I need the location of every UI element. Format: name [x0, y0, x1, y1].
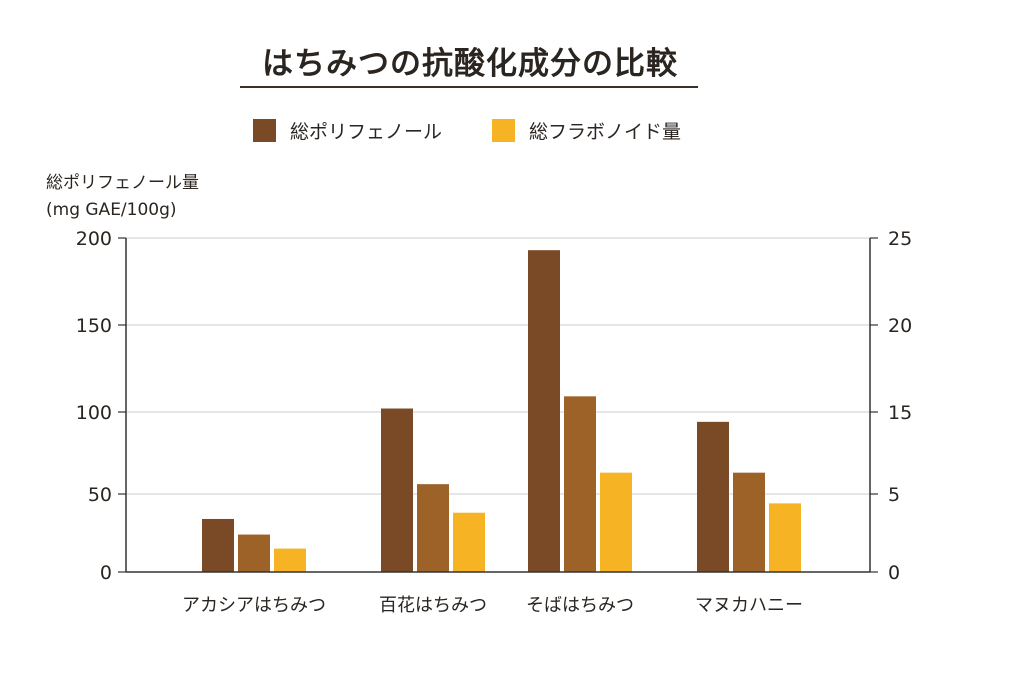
bar-2: [733, 472, 765, 572]
y-right-tick-label: 15: [888, 402, 912, 424]
y-left-tick-label: 200: [76, 228, 112, 250]
legend-swatch-flavonoid: [492, 119, 516, 142]
y-right-tick-label: 0: [888, 562, 900, 584]
bar-1: [528, 250, 560, 572]
legend-item-flavonoid: 総フラボノイド量: [492, 117, 681, 144]
y-axis-label-line1: 総ポリフェノール量: [46, 173, 199, 193]
y-left-tick-label: 0: [100, 562, 112, 584]
legend: 総ポリフェノール 総フラボノイド量: [253, 117, 731, 144]
y-axis-label-line2: (mg GAE/100g): [46, 200, 177, 220]
bar-3: [769, 503, 801, 572]
bar-1: [381, 408, 413, 572]
y-right-tick-label: 25: [888, 228, 912, 250]
bar-1: [697, 421, 729, 572]
x-tick-label: 百花はちみつ: [379, 595, 487, 616]
bar-1: [202, 518, 234, 572]
y-left-tick-label: 100: [76, 402, 112, 424]
y-axis-label: 総ポリフェノール量 (mg GAE/100g): [46, 170, 199, 224]
y-left-tick-label: 150: [76, 315, 112, 337]
bar-2: [238, 534, 270, 572]
bar-2: [417, 484, 449, 572]
y-left-tick-label: 50: [88, 484, 112, 506]
bar-2: [564, 396, 596, 572]
x-tick-label: アカシアはちみつ: [182, 595, 326, 616]
legend-label-flavonoid: 総フラボノイド量: [529, 121, 682, 143]
bar-3: [274, 548, 306, 572]
chart-title: はちみつの抗酸化成分の比較: [262, 46, 678, 82]
bar-3: [600, 472, 632, 572]
y-right-tick-label: 5: [888, 484, 900, 506]
legend-item-polyphenol: 総ポリフェノール: [253, 117, 442, 144]
bar-3: [453, 512, 485, 572]
x-tick-label: そばはちみつ: [526, 595, 634, 616]
y-right-tick-label: 20: [888, 315, 912, 337]
title-underline: [240, 86, 698, 88]
legend-swatch-polyphenol: [253, 119, 276, 142]
x-tick-label: マヌカハニー: [695, 595, 803, 616]
legend-label-polyphenol: 総ポリフェノール: [290, 121, 443, 143]
